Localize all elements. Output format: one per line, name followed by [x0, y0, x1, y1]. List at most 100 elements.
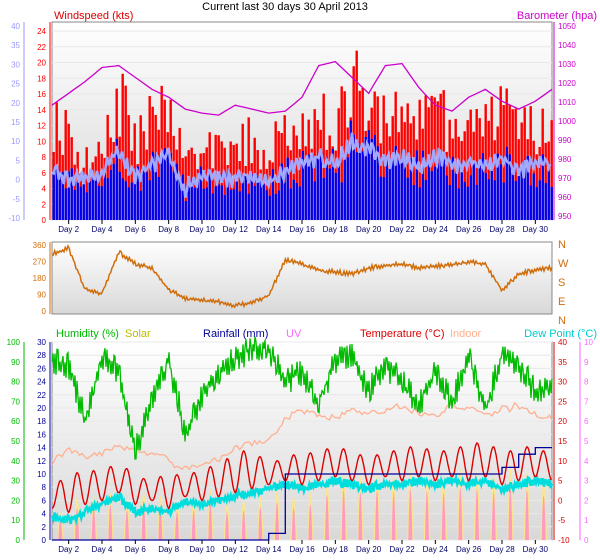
rain-tick-label: 4: [42, 510, 47, 519]
direction-tick-label: 360: [33, 241, 47, 250]
uv-hump: [391, 491, 396, 540]
wind-panel-marks: [51, 50, 553, 220]
day-label: Day 16: [289, 225, 315, 234]
temp-panel-day-labels: Day 2 Day 4 Day 6 Day 8 Day 10 Day 12 Day 14 Da…: [58, 540, 549, 554]
compass-label: N: [558, 239, 566, 251]
uv-tick-label: 6: [584, 417, 589, 426]
temp-panel-marks: [50, 336, 554, 541]
uv-tick-label: 10: [584, 338, 593, 347]
barometer-line: [51, 60, 553, 116]
rain-tick-label: 12: [37, 457, 46, 466]
day-label: Day 4: [92, 225, 113, 234]
day-label: Day 2: [58, 545, 79, 554]
day-label: Day 28: [489, 225, 515, 234]
uv-hump: [58, 519, 63, 540]
wind-tick-label: 4: [42, 185, 47, 194]
uv-tick-label: 2: [584, 496, 589, 505]
humidity-tick-label: 20: [11, 496, 20, 505]
uv-title: UV: [286, 328, 302, 340]
day-label: Day 16: [289, 545, 315, 554]
direction-tick-label: 180: [33, 274, 47, 283]
day-label: Day 14: [256, 545, 282, 554]
humidity-tick-label: 50: [11, 437, 20, 446]
temp-tick-label: 10: [558, 457, 567, 466]
day-label: Day 12: [223, 225, 249, 234]
temp-tick-label: 20: [558, 417, 567, 426]
wind-tick-label: 24: [37, 27, 46, 36]
baro-tick-label: 950: [558, 212, 572, 221]
compass-label: N: [558, 315, 566, 327]
uv-hump: [258, 507, 263, 540]
rain-tick-label: 26: [37, 364, 46, 373]
uv-hump: [225, 512, 229, 540]
barometer-axis-title: Barometer (hpa): [517, 10, 597, 22]
outer-tick-label: 30: [11, 60, 20, 69]
day-label: Day 24: [423, 545, 449, 554]
rain-tick-label: 20: [37, 404, 46, 413]
uv-hump: [191, 510, 196, 540]
baro-tick-label: 970: [558, 174, 572, 183]
baro-tick-label: 1020: [558, 79, 576, 88]
day-label: Day 30: [523, 545, 549, 554]
uv-hump: [325, 494, 329, 540]
uv-hump: [475, 489, 479, 540]
temp-tick-label: 5: [558, 477, 563, 486]
day-label: Day 6: [125, 225, 146, 234]
uv-hump: [525, 490, 529, 540]
day-label: Day 18: [323, 225, 349, 234]
baro-tick-label: 1030: [558, 60, 576, 69]
outer-tick-label: -10: [8, 214, 20, 223]
dew-point-line: [50, 472, 554, 526]
baro-tick-label: 980: [558, 155, 572, 164]
uv-hump: [291, 507, 296, 540]
day-label: Day 24: [423, 225, 449, 234]
compass-label: E: [558, 296, 565, 308]
outer-tick-label: 40: [11, 22, 20, 31]
chart-title: Current last 30 days 30 April 2013: [202, 1, 368, 13]
rain-tick-label: 24: [37, 378, 46, 387]
uv-hump: [358, 492, 363, 540]
uv-hump: [108, 505, 113, 540]
direction-panel-background: [51, 241, 553, 315]
humidity-tick-label: 0: [16, 536, 21, 545]
day-label: Day 22: [389, 545, 415, 554]
wind-tick-label: 16: [37, 90, 46, 99]
day-label: Day 18: [323, 545, 349, 554]
day-label: Day 26: [456, 545, 482, 554]
windspeed-axis-title: Windspeed (kts): [54, 10, 133, 22]
uv-hump: [425, 490, 429, 540]
rain-tick-label: 6: [42, 496, 47, 505]
rain-tick-label: 10: [37, 470, 46, 479]
temp-tick-label: 40: [558, 338, 567, 347]
temp-tick-label: 35: [558, 358, 567, 367]
uv-tick-label: 5: [584, 437, 589, 446]
day-label: Day 20: [356, 545, 382, 554]
uv-hump: [508, 487, 513, 540]
baro-tick-label: 1040: [558, 41, 576, 50]
day-label: Day 26: [456, 225, 482, 234]
day-label: Day 2: [58, 225, 79, 234]
rain-tick-label: 0: [42, 536, 47, 545]
wind-panel-day-labels: Day 2 Day 4 Day 6 Day 8 Day 10 Day 12 Day 14 Da…: [58, 220, 549, 234]
uv-hump: [441, 492, 446, 540]
day-label: Day 22: [389, 225, 415, 234]
baro-tick-label: 1000: [558, 117, 576, 126]
day-label: Day 10: [189, 545, 215, 554]
day-label: Day 10: [189, 225, 215, 234]
uv-hump: [341, 489, 346, 540]
wind-tick-label: 6: [42, 169, 47, 178]
humidity-title: Humidity (%): [56, 328, 119, 340]
temp-tick-label: 15: [558, 437, 567, 446]
humidity-tick-label: 40: [11, 457, 20, 466]
uv-hump: [408, 488, 413, 540]
temp-tick-label: 0: [558, 496, 563, 505]
uv-hump: [541, 495, 546, 540]
wind-tick-label: 14: [37, 106, 46, 115]
solar-title: Solar: [125, 328, 151, 340]
uv-tick-label: 9: [584, 358, 589, 367]
uv-hump: [175, 511, 179, 540]
baro-tick-label: 1010: [558, 98, 576, 107]
humidity-tick-label: 100: [7, 338, 21, 347]
outer-tick-label: 20: [11, 99, 20, 108]
